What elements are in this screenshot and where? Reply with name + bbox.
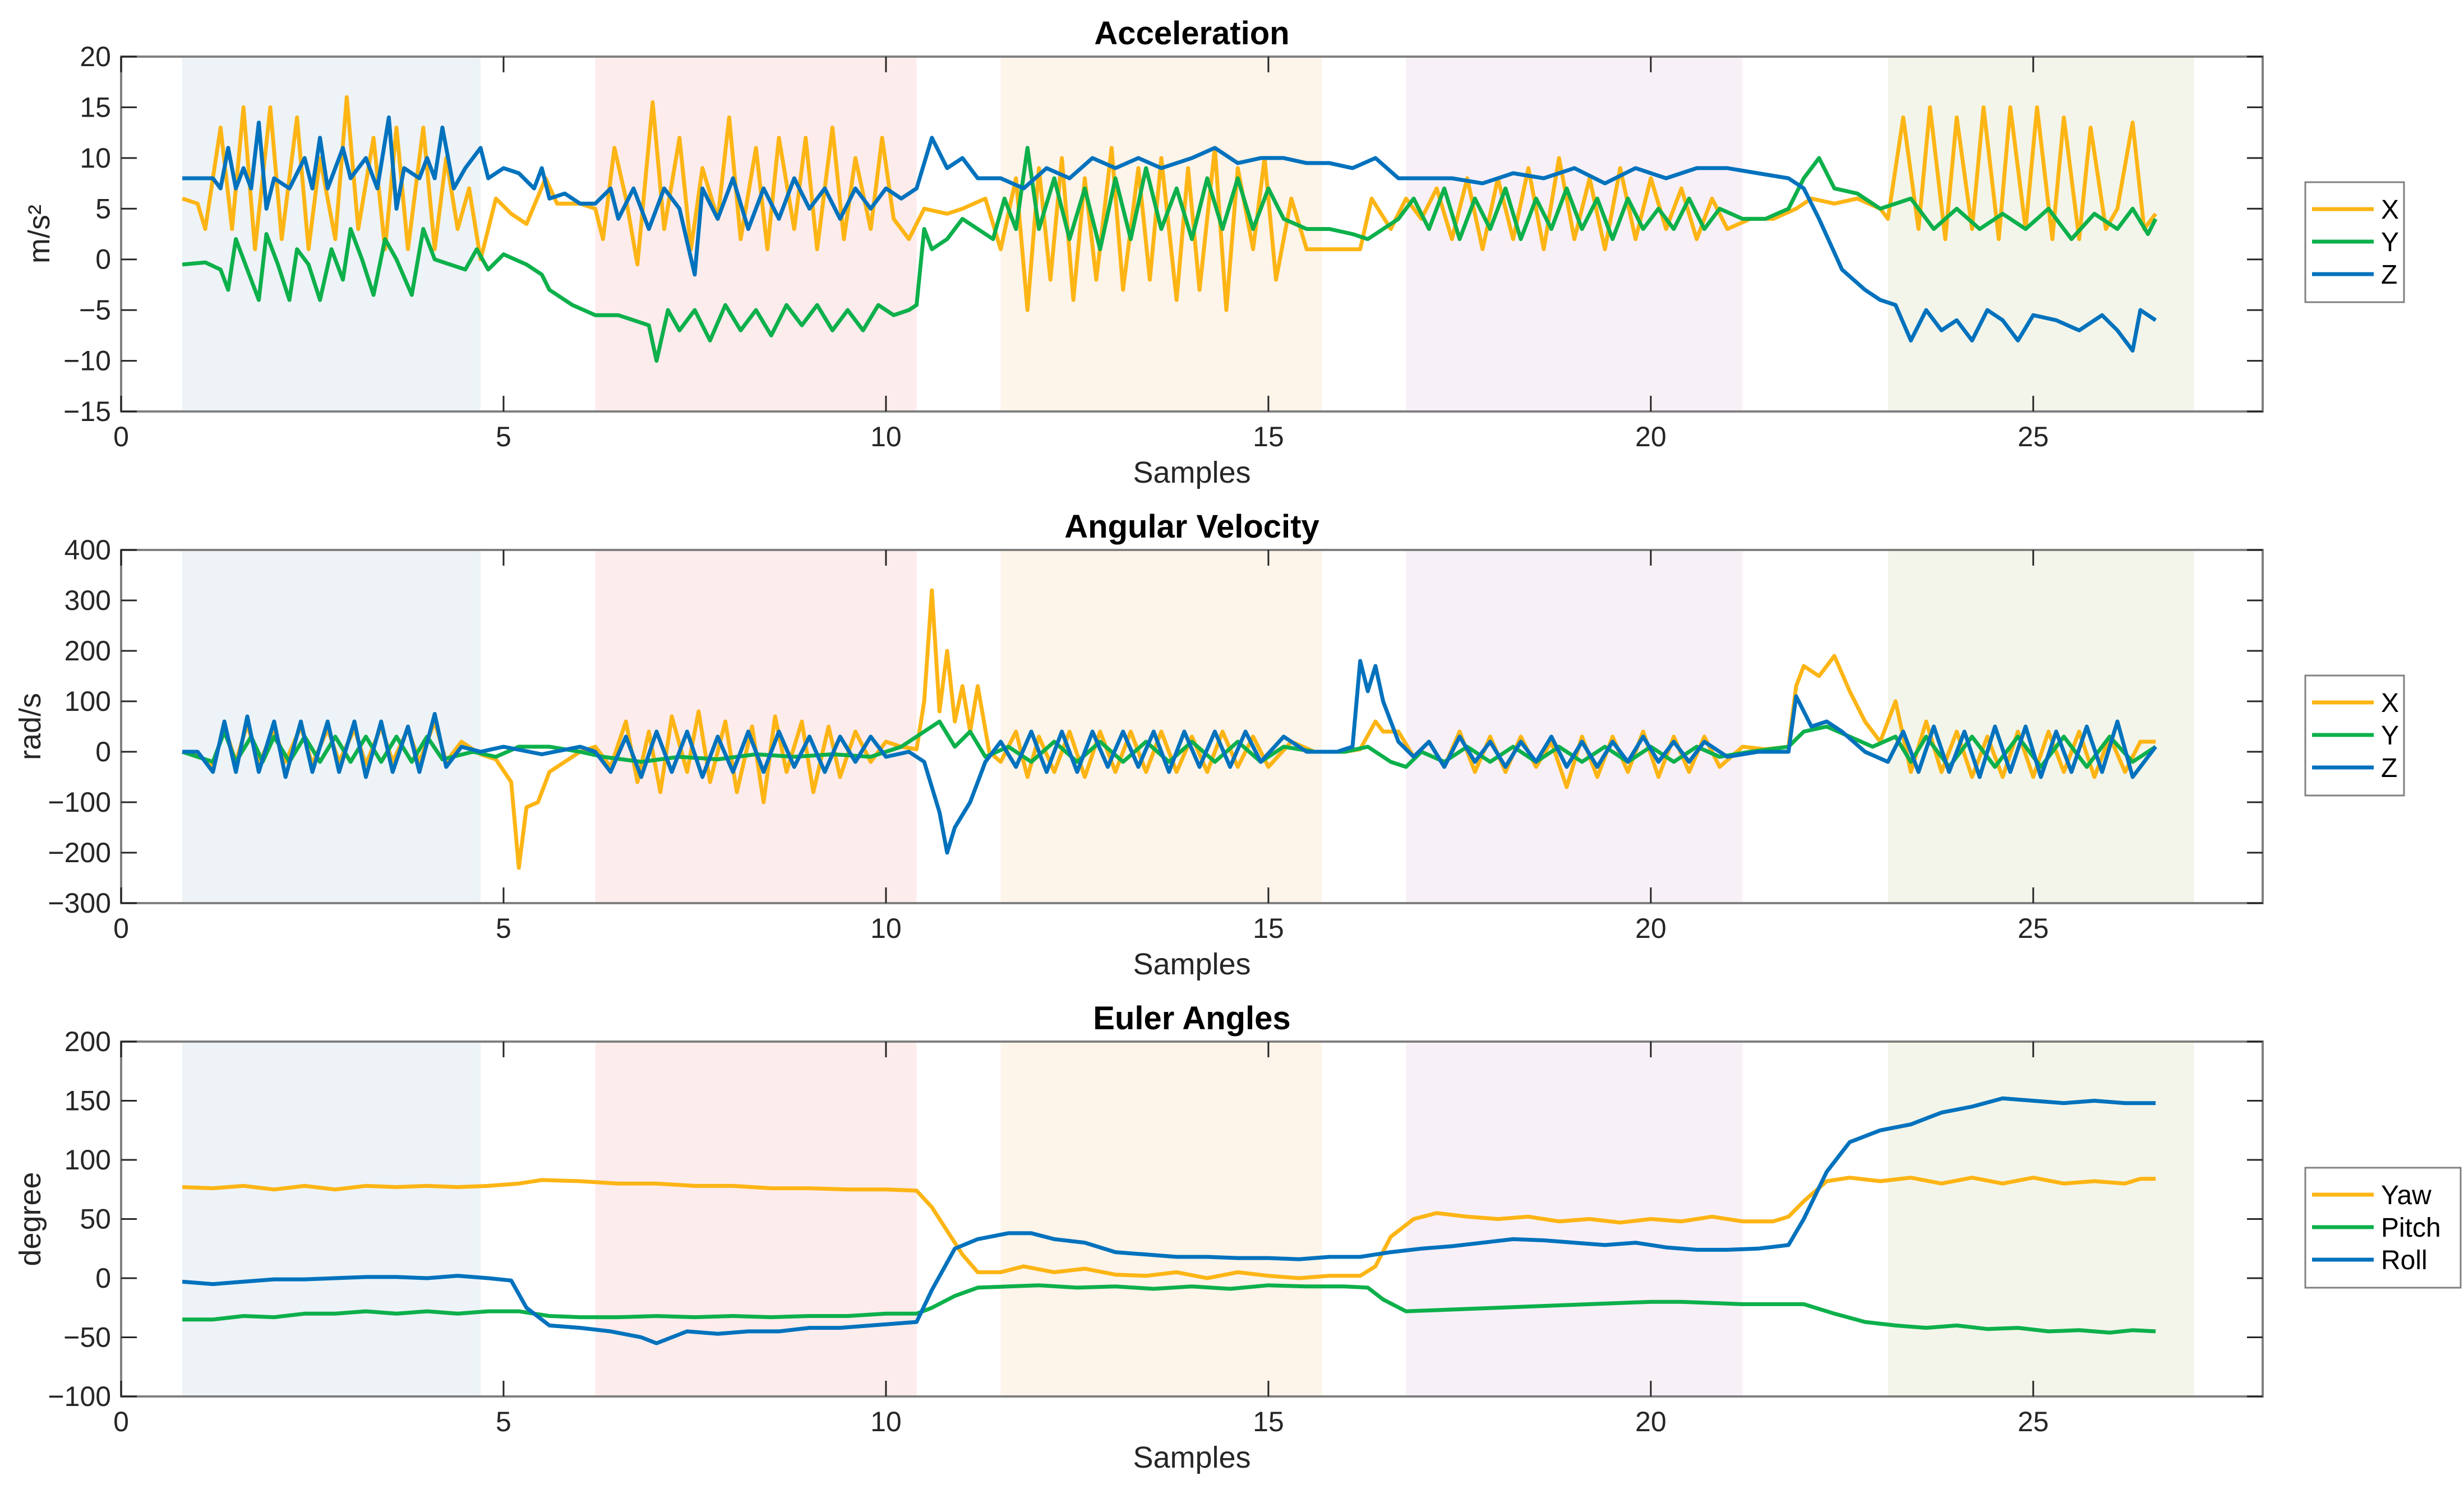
legend-label: X — [2381, 688, 2399, 718]
legend-label: Pitch — [2381, 1213, 2441, 1243]
y-tick-label: 150 — [64, 1085, 111, 1117]
y-tick-label: 0 — [95, 244, 111, 275]
series-line-y — [182, 146, 2158, 363]
shaded-region — [1000, 550, 1322, 903]
x-tick-label: 20 — [1635, 421, 1667, 452]
legend-label: Y — [2381, 721, 2399, 751]
x-axis-label: Samples — [1133, 456, 1251, 489]
x-axis-label: Samples — [1133, 1441, 1251, 1474]
shaded-region — [1888, 550, 2194, 903]
x-tick-label: 10 — [870, 913, 902, 944]
x-tick-label: 0 — [113, 913, 129, 944]
series-line-y — [182, 719, 2157, 769]
x-tick-label: 25 — [2018, 913, 2049, 944]
x-tick-label: 20 — [1635, 1406, 1667, 1437]
y-tick-label: 200 — [64, 1026, 111, 1057]
legend-label: Z — [2381, 260, 2397, 290]
y-tick-label: −300 — [48, 887, 111, 919]
x-tick-label: 15 — [1253, 1406, 1284, 1437]
y-tick-label: 200 — [64, 635, 111, 667]
x-tick-label: 0 — [113, 421, 129, 452]
x-tick-label: 5 — [496, 1406, 511, 1437]
y-tick-label: 10 — [80, 142, 111, 174]
y-tick-label: 100 — [64, 686, 111, 717]
axes-box — [120, 55, 2264, 413]
subplot-3: 0 5 10 15 20 25 −100 −50 0 50 100 150 200 Euler Angle… — [13, 1000, 2462, 1474]
x-tick-label: 25 — [2018, 421, 2049, 452]
y-tick-label: 0 — [95, 1262, 111, 1294]
y-tick-label: −50 — [63, 1322, 111, 1353]
y-tick-label: 400 — [64, 534, 111, 566]
shaded-region — [595, 550, 917, 903]
series-line-z — [182, 115, 2157, 353]
x-tick-label: 10 — [870, 1406, 902, 1437]
legend: XYZ — [2304, 674, 2405, 797]
chart-title: Euler Angles — [1093, 1000, 1290, 1037]
shaded-region — [595, 57, 917, 411]
series-line-z — [182, 659, 2157, 855]
legend-label: Z — [2381, 753, 2397, 783]
legend: XYZ — [2304, 181, 2405, 303]
y-tick-label: 100 — [64, 1144, 111, 1176]
axes-box — [120, 549, 2264, 904]
shaded-region — [595, 1042, 917, 1396]
chart-title: Acceleration — [1094, 15, 1289, 52]
y-tick-label: 50 — [80, 1204, 111, 1235]
chart-title: Angular Velocity — [1064, 508, 1319, 545]
x-tick-label: 15 — [1253, 421, 1284, 452]
series-line-x — [182, 588, 2156, 870]
x-tick-label: 10 — [870, 421, 902, 452]
legend-label: Y — [2381, 228, 2399, 257]
x-tick-label: 20 — [1635, 913, 1667, 944]
y-tick-label: −15 — [63, 396, 111, 427]
y-axis-label: degree — [13, 1172, 47, 1266]
shaded-region — [1000, 1042, 1322, 1396]
y-axis-label: rad/s — [13, 693, 47, 760]
y-tick-label: −10 — [63, 345, 111, 377]
y-tick-label: 15 — [80, 91, 111, 123]
series-line-x — [182, 95, 2157, 312]
legend-label: Yaw — [2381, 1181, 2431, 1210]
x-axis-label: Samples — [1133, 947, 1251, 981]
y-tick-label: −200 — [48, 837, 111, 868]
shaded-region — [182, 57, 481, 411]
subplot-1: 0 5 10 15 20 25 −15 −10 −5 0 5 10 15 20 Acceleration Sa… — [22, 15, 2405, 489]
y-axis-label: m/s² — [22, 205, 56, 263]
shaded-region — [1406, 550, 1743, 903]
x-tick-label: 0 — [113, 1406, 129, 1437]
shaded-region — [182, 1042, 481, 1396]
shaded-region — [1000, 57, 1322, 411]
shaded-region — [1888, 57, 2194, 411]
y-tick-label: 0 — [95, 736, 111, 767]
y-tick-label: 20 — [80, 41, 111, 72]
series-line-roll — [182, 1096, 2156, 1345]
legend-label: Roll — [2381, 1246, 2428, 1275]
subplot-2: 0 5 10 15 20 25 −300 −200 −100 0 100 200 300 400 Angul… — [13, 508, 2405, 981]
y-tick-label: −100 — [48, 1381, 111, 1412]
series-line-yaw — [182, 1176, 2156, 1280]
legend-label: X — [2381, 195, 2399, 225]
x-tick-label: 5 — [496, 913, 511, 944]
y-tick-label: −100 — [48, 787, 111, 818]
x-tick-label: 25 — [2018, 1406, 2049, 1437]
series-line-pitch — [182, 1283, 2156, 1335]
y-tick-label: 300 — [64, 585, 111, 616]
legend: Yaw Pitch Roll — [2304, 1167, 2462, 1289]
y-tick-label: −5 — [79, 294, 111, 326]
x-tick-label: 5 — [496, 421, 511, 452]
y-tick-label: 5 — [95, 193, 111, 224]
shaded-region — [1888, 1042, 2194, 1396]
x-tick-label: 15 — [1253, 913, 1284, 944]
